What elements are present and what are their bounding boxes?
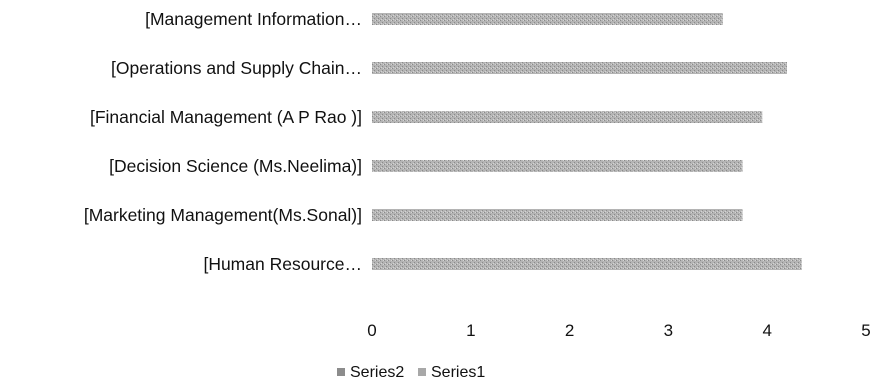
x-tick-label: 2 bbox=[565, 321, 574, 340]
x-tick-label: 0 bbox=[367, 321, 376, 340]
category-axis-labels: [Management Information… [Operations and … bbox=[84, 9, 362, 274]
category-label: [Operations and Supply Chain… bbox=[111, 58, 362, 78]
x-tick-label: 1 bbox=[466, 321, 475, 340]
bar-series1 bbox=[372, 209, 743, 221]
legend-swatch-series2 bbox=[337, 368, 345, 376]
legend-label-series1: Series1 bbox=[431, 364, 485, 381]
category-label: [Management Information… bbox=[145, 9, 362, 29]
category-label: [Human Resource… bbox=[203, 254, 362, 274]
category-label: [Decision Science (Ms.Neelima)] bbox=[109, 156, 362, 176]
x-tick-label: 5 bbox=[861, 321, 870, 340]
legend: Series2 Series1 bbox=[337, 364, 485, 381]
bar-series1 bbox=[372, 13, 723, 25]
category-label: [Marketing Management(Ms.Sonal)] bbox=[84, 205, 362, 225]
bar-series-group bbox=[372, 13, 802, 270]
legend-swatch-series1 bbox=[418, 368, 426, 376]
category-label: [Financial Management (A P Rao )] bbox=[90, 107, 362, 127]
x-tick-label: 4 bbox=[762, 321, 771, 340]
bar-series1 bbox=[372, 62, 787, 74]
bar-series1 bbox=[372, 111, 763, 123]
bar-series1 bbox=[372, 258, 802, 270]
x-tick-label: 3 bbox=[664, 321, 673, 340]
legend-label-series2: Series2 bbox=[350, 364, 404, 381]
value-axis-tick-labels: 0 1 2 3 4 5 bbox=[367, 321, 870, 340]
bar-series1 bbox=[372, 160, 743, 172]
